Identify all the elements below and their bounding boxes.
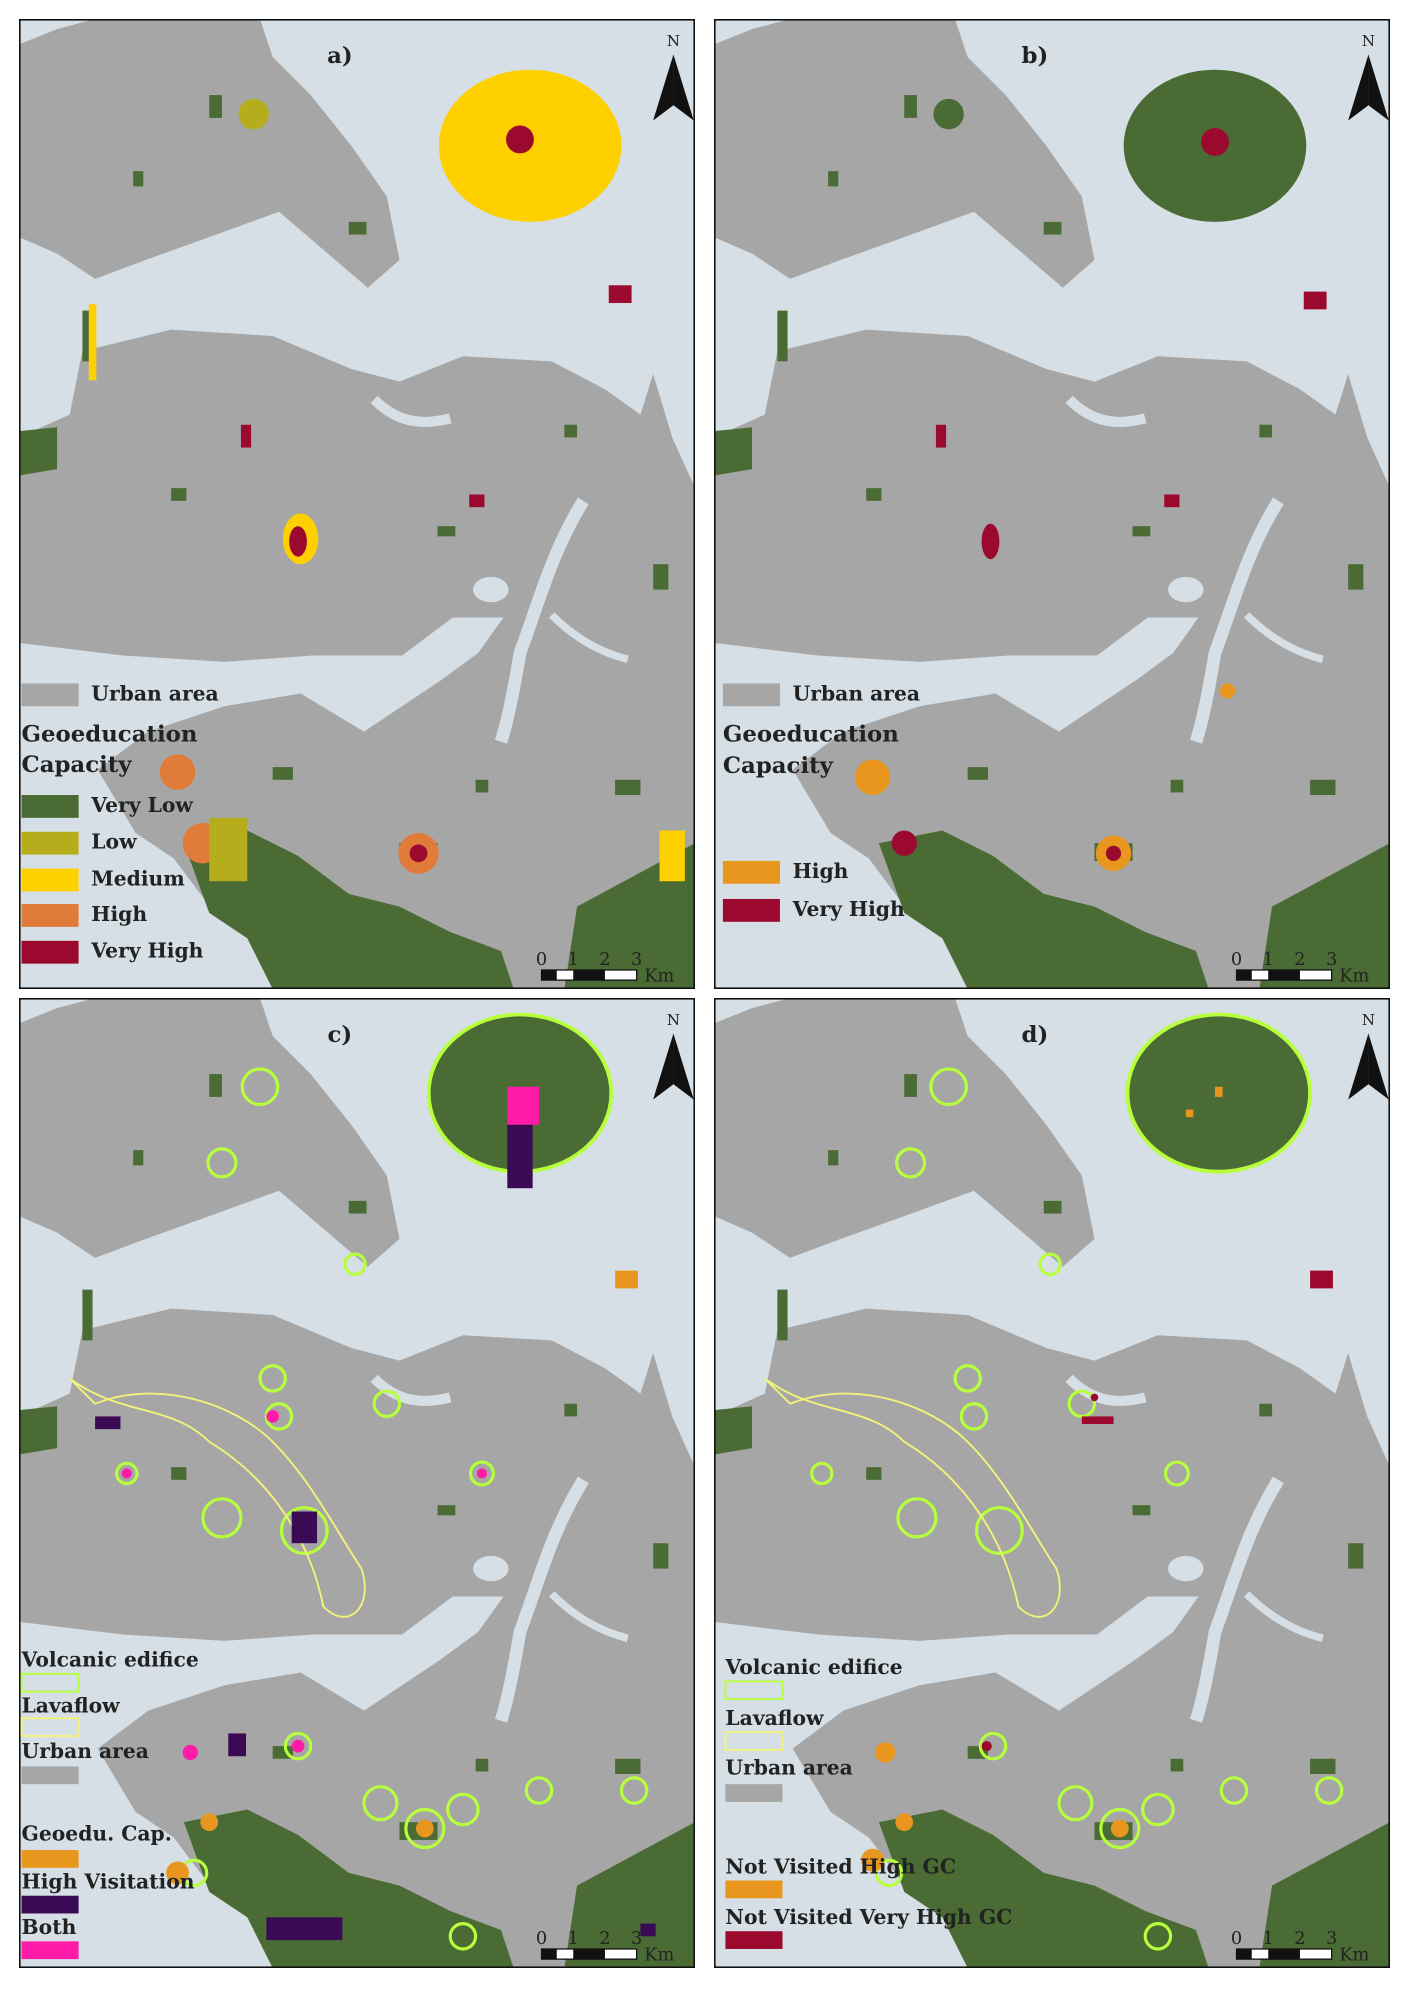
scale-tick-label: 3 bbox=[631, 1929, 642, 1949]
legend-label: High bbox=[793, 859, 849, 883]
scale-tick-label: 1 bbox=[568, 1929, 579, 1949]
legend-swatch bbox=[724, 1680, 784, 1701]
legend-label: Geoedu. Cap. bbox=[22, 1821, 172, 1845]
map-panel: d) N 0 1 2 3Km Volcanic edifice Lavaflow Urban a… bbox=[714, 998, 1390, 1968]
legend-heading: Geoeducation bbox=[723, 721, 899, 747]
legend-swatch bbox=[21, 868, 79, 892]
panel-label: c) bbox=[328, 1022, 353, 1048]
scale-bar bbox=[573, 1948, 605, 1960]
legend-heading: Capacity bbox=[22, 752, 133, 778]
legend-swatch bbox=[722, 860, 780, 884]
north-label: N bbox=[667, 32, 680, 50]
legend-swatch bbox=[724, 1731, 784, 1751]
legend-swatch bbox=[21, 795, 79, 818]
legend-label: Volcanic edifice bbox=[724, 1655, 902, 1679]
scale-unit: Km bbox=[644, 966, 674, 986]
legend-label: Very High bbox=[792, 897, 905, 921]
scale-tick-label: 3 bbox=[631, 950, 642, 970]
legend-swatch bbox=[21, 683, 79, 707]
legend-swatch bbox=[20, 1672, 80, 1693]
scale-tick-label: 0 bbox=[536, 1929, 547, 1949]
north-label: N bbox=[667, 1011, 680, 1029]
scale-unit: Km bbox=[644, 1945, 674, 1965]
legend-swatch bbox=[21, 1850, 79, 1868]
scale-tick-label: 3 bbox=[1326, 950, 1337, 970]
legend-swatch bbox=[21, 1895, 79, 1914]
scale-tick-label: 1 bbox=[568, 950, 579, 970]
legend-label: Volcanic edifice bbox=[21, 1648, 199, 1672]
panel-frame bbox=[714, 998, 1390, 1968]
scale-bar bbox=[1268, 969, 1300, 981]
legend-label: Lavaflow bbox=[725, 1706, 824, 1730]
legend-swatch bbox=[21, 1941, 79, 1960]
scale-tick-label: 2 bbox=[1294, 1929, 1305, 1949]
north-arrow bbox=[653, 1033, 674, 1100]
map-panel: c) N 0 1 2 3Km Volcanic edifice Lavaflow Urban a… bbox=[19, 998, 695, 1968]
scale-tick-label: 2 bbox=[599, 950, 610, 970]
north-arrow bbox=[1348, 1033, 1369, 1100]
legend-swatch bbox=[725, 1784, 783, 1802]
legend-label: Urban area bbox=[22, 1739, 149, 1763]
scale-bar bbox=[573, 969, 605, 981]
scale-bar bbox=[1268, 1948, 1300, 1960]
legend-label: Both bbox=[22, 1915, 77, 1939]
north-arrow bbox=[1368, 54, 1389, 121]
panel-frame bbox=[19, 998, 695, 1968]
scale-tick-label: 0 bbox=[1231, 1929, 1242, 1949]
scale-tick-label: 1 bbox=[1263, 950, 1274, 970]
scale-unit: Km bbox=[1339, 1945, 1369, 1965]
legend-label: Low bbox=[91, 830, 137, 854]
legend-label: High Visitation bbox=[22, 1870, 195, 1894]
legend-swatch bbox=[725, 1931, 783, 1949]
north-label: N bbox=[1362, 1011, 1375, 1029]
scale-bar bbox=[541, 969, 557, 981]
legend-swatch bbox=[725, 1880, 783, 1899]
map-panel: a) N 0 1 2 3Km Urban area Geoeducation Capacity V… bbox=[19, 19, 695, 989]
legend-label: Urban area bbox=[91, 681, 218, 705]
north-arrow bbox=[653, 54, 674, 121]
scale-tick-label: 0 bbox=[1231, 950, 1242, 970]
legend-heading: Geoeducation bbox=[22, 721, 198, 747]
scale-bar bbox=[541, 1948, 557, 1960]
legend-label: High bbox=[91, 902, 147, 926]
legend-label: Very Low bbox=[90, 793, 193, 817]
north-label: N bbox=[1362, 32, 1375, 50]
map-panel: b) N 0 1 2 3Km Urban area Geoeducation Capacity H… bbox=[714, 19, 1390, 989]
legend-label: Not Visited Very High GC bbox=[725, 1905, 1012, 1929]
legend-swatch bbox=[21, 940, 79, 964]
legend-swatch bbox=[21, 904, 79, 927]
legend-label: Urban area bbox=[793, 681, 920, 705]
scale-tick-label: 3 bbox=[1326, 1929, 1337, 1949]
north-arrow bbox=[673, 54, 694, 121]
legend-label: Medium bbox=[91, 866, 184, 890]
legend-label: Urban area bbox=[725, 1755, 852, 1779]
legend-swatch bbox=[21, 831, 79, 855]
panel-label: d) bbox=[1022, 1022, 1049, 1048]
legend-swatch bbox=[722, 898, 780, 922]
legend-label: Very High bbox=[90, 939, 203, 963]
scale-tick-label: 2 bbox=[1294, 950, 1305, 970]
scale-bar bbox=[1236, 969, 1252, 981]
panel-label: b) bbox=[1022, 43, 1049, 69]
panel-frame bbox=[714, 19, 1390, 989]
legend-heading: Capacity bbox=[723, 753, 834, 779]
legend-label: Lavaflow bbox=[22, 1693, 121, 1717]
scale-tick-label: 0 bbox=[536, 950, 547, 970]
scale-bar bbox=[1236, 1948, 1252, 1960]
panel-label: a) bbox=[327, 43, 353, 69]
legend-swatch bbox=[21, 1766, 79, 1785]
scale-tick-label: 1 bbox=[1263, 1929, 1274, 1949]
legend-swatch bbox=[722, 683, 780, 707]
north-arrow bbox=[673, 1033, 694, 1100]
scale-unit: Km bbox=[1339, 966, 1369, 986]
legend-label: Not Visited High GC bbox=[725, 1854, 956, 1878]
legend-swatch bbox=[20, 1717, 80, 1737]
panel-frame bbox=[19, 19, 695, 989]
scale-tick-label: 2 bbox=[599, 1929, 610, 1949]
